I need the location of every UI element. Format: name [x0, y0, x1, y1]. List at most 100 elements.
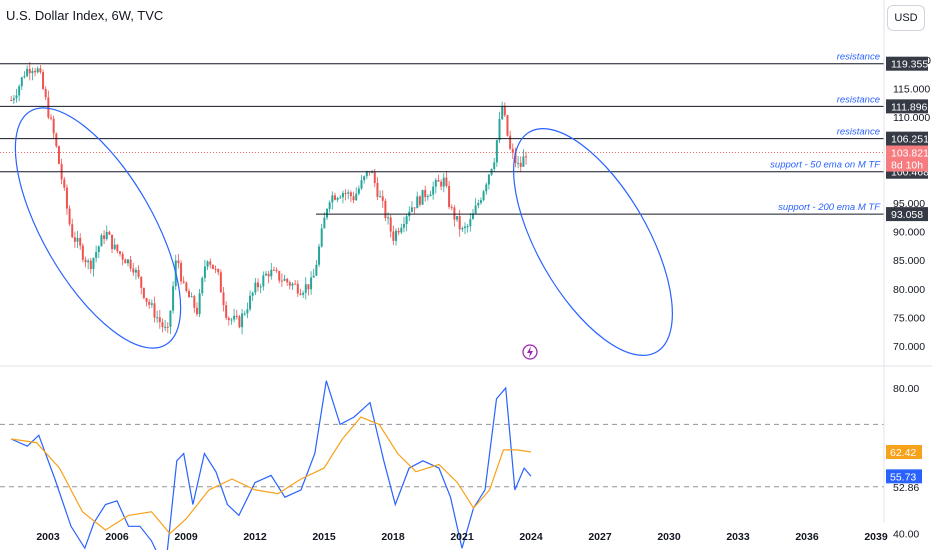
candle-body	[119, 251, 122, 254]
x-tick-label: 2027	[588, 531, 612, 543]
candle-body	[434, 179, 437, 187]
x-tick-label: 2009	[174, 531, 198, 543]
candle-body	[129, 259, 132, 269]
candle-body	[121, 253, 124, 260]
candle-body	[201, 277, 204, 294]
candle-body	[161, 322, 164, 328]
rsi-tick-label: 80.00	[893, 383, 919, 395]
candle-body	[188, 290, 191, 298]
candle-body	[416, 196, 419, 209]
level-tag-text: 111.896	[891, 101, 928, 113]
candle-body	[71, 224, 74, 238]
candle-body	[522, 156, 525, 167]
candle-body	[283, 278, 286, 281]
candle-body	[477, 202, 480, 206]
candle-body	[326, 208, 329, 218]
candle-body	[262, 275, 265, 287]
candle-body	[233, 315, 236, 320]
candle-body	[432, 186, 435, 195]
candle-body	[219, 272, 222, 293]
candle-body	[241, 313, 244, 328]
candle-body	[365, 171, 368, 177]
candle-body	[471, 213, 474, 220]
candle-body	[442, 177, 445, 187]
candle-body	[448, 185, 451, 207]
candle-body	[28, 68, 31, 74]
candle-body	[400, 227, 403, 233]
x-tick-label: 2012	[243, 531, 267, 543]
candle-body	[363, 176, 366, 181]
candle-body	[65, 187, 68, 209]
x-tick-label: 2024	[519, 531, 543, 543]
candle-body	[360, 180, 363, 189]
currency-button[interactable]: USD	[887, 5, 925, 31]
candle-body	[153, 303, 156, 318]
x-tick-label: 2006	[105, 531, 129, 543]
candle-body	[517, 162, 520, 164]
candle-body	[190, 296, 193, 298]
candle-body	[453, 207, 456, 220]
candle-body	[87, 260, 90, 263]
candle-body	[402, 224, 405, 228]
projected-decline-ellipse	[513, 128, 673, 356]
candle-body	[514, 152, 517, 163]
candle-body	[405, 216, 408, 225]
candle-body	[371, 172, 374, 174]
candle-body	[291, 283, 294, 286]
candle-body	[68, 208, 71, 225]
candle-body	[44, 88, 47, 98]
candle-body	[57, 146, 60, 164]
candle-body	[31, 70, 34, 74]
candle-body	[389, 217, 392, 232]
lightning-icon-bolt	[527, 346, 533, 358]
price-tick-label: 75.000	[893, 312, 925, 324]
candle-body	[156, 317, 159, 319]
candle-body	[243, 313, 246, 315]
candle-body	[79, 237, 82, 246]
candle-body	[203, 266, 206, 278]
candle-body	[238, 316, 241, 328]
candle-body	[458, 216, 461, 230]
candle-body	[357, 188, 360, 194]
candle-body	[312, 275, 315, 278]
rsi-value-tag: 62.42	[886, 444, 922, 459]
rsi-tick-label: 52.86	[893, 482, 919, 494]
candle-body	[336, 198, 339, 200]
candle-body	[509, 135, 512, 149]
candle-body	[63, 179, 66, 188]
candle-body	[286, 278, 289, 283]
candle-body	[18, 86, 21, 96]
candle-body	[73, 237, 76, 242]
candle-body	[108, 231, 111, 235]
candle-body	[92, 257, 95, 270]
candle-body	[440, 181, 443, 187]
candle-body	[519, 162, 522, 167]
price-tick-label: 115.000	[893, 84, 930, 96]
candle-body	[498, 119, 501, 141]
candle-body	[487, 174, 490, 185]
candle-body	[280, 280, 283, 282]
x-tick-label: 2030	[657, 531, 681, 543]
candle-body	[158, 317, 161, 323]
rsi-tick-label: 40.00	[893, 529, 919, 541]
candle-body	[384, 200, 387, 219]
candle-body	[235, 315, 238, 317]
level-tag-bg	[886, 56, 928, 71]
candle-body	[270, 269, 273, 277]
current-price-countdown: 8d 10h	[891, 160, 923, 172]
level-annotation: resistance	[837, 127, 880, 138]
candle-body	[426, 196, 429, 198]
candle-body	[193, 296, 196, 308]
candle-body	[166, 326, 169, 328]
candle-body	[84, 259, 87, 263]
candle-body	[397, 230, 400, 233]
level-tag-text: 106.251	[891, 134, 929, 146]
x-tick-label: 2039	[864, 531, 888, 543]
rsi-pane[interactable]	[0, 380, 884, 550]
candle-body	[225, 305, 228, 318]
x-tick-label: 2036	[795, 531, 819, 543]
candle-body	[217, 269, 220, 273]
price-pane[interactable]: resistance resistance resistance support - …	[0, 52, 884, 380]
candle-body	[466, 226, 469, 228]
